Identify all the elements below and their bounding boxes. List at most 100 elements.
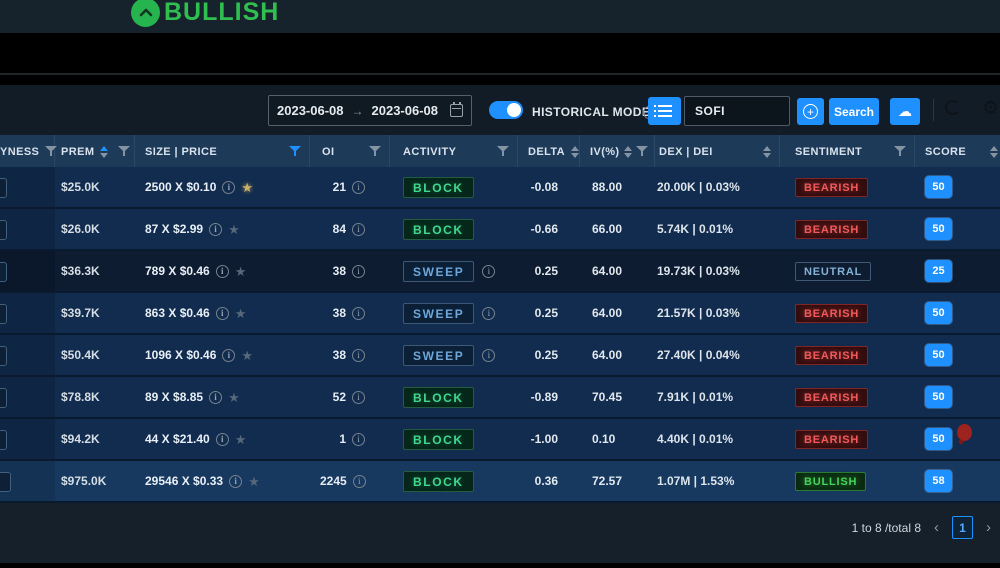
info-icon[interactable] [352, 432, 365, 446]
info-icon[interactable] [215, 432, 229, 446]
column-header-score[interactable]: SCORE [915, 135, 1000, 167]
info-icon[interactable] [209, 390, 223, 404]
filters-toolbar: 2023-06-08 → 2023-06-08 HISTORICAL MODE … [0, 85, 1000, 135]
table-row[interactable]: $78.8K 89 X $8.85★ 52 BLOCK -0.89 70.45 … [0, 377, 1000, 419]
info-icon[interactable] [229, 474, 243, 488]
column-header-dex-dei[interactable]: DEX | DEI [655, 135, 780, 167]
cloud-download-button[interactable]: ☁ [890, 98, 920, 125]
oi-value: 52 [332, 390, 346, 404]
ticker-search-input[interactable] [684, 96, 790, 126]
info-icon[interactable] [352, 474, 366, 488]
date-from[interactable]: 2023-06-08 [277, 103, 344, 118]
table-row[interactable]: $25.0K 2500 X $0.10 ★ 21 BLOCK -0.08 88.0… [0, 167, 1000, 209]
sentiment-badge: NEUTRAL [795, 261, 872, 281]
moneyness-cell [0, 461, 55, 501]
delta-value: 0.25 [534, 306, 558, 320]
info-icon[interactable] [352, 180, 365, 194]
filter-icon[interactable] [894, 146, 906, 157]
star-icon[interactable]: ★ [234, 305, 247, 321]
calendar-icon[interactable] [450, 102, 463, 117]
column-header-delta[interactable]: DELTA [518, 135, 580, 167]
oi-value: 38 [332, 348, 346, 362]
dex-dei-value: 20.00K | 0.03% [657, 180, 740, 194]
historical-mode-toggle[interactable] [489, 101, 523, 119]
column-header-iv[interactable]: IV(%) [580, 135, 655, 167]
add-ticker-button[interactable]: + [797, 98, 824, 125]
filter-icon-active[interactable] [289, 146, 301, 157]
search-button[interactable]: Search [829, 98, 879, 125]
chevron-left-icon[interactable]: ‹ [934, 519, 939, 536]
column-header-prem[interactable]: PREM [55, 135, 135, 167]
balloon-icon [956, 423, 973, 443]
info-icon[interactable] [352, 306, 365, 320]
info-icon[interactable] [215, 264, 229, 278]
size-price-value: 89 X $8.85 [145, 390, 204, 404]
table-row[interactable]: $39.7K 863 X $0.46★ 38 SWEEP 0.25 64.00 … [0, 293, 1000, 335]
delta-value: -0.89 [530, 390, 558, 404]
sort-icon[interactable] [763, 145, 771, 158]
star-icon[interactable]: ★ [234, 263, 247, 279]
prem-value: $26.0K [61, 222, 100, 236]
refresh-icon[interactable] [945, 100, 960, 115]
column-settings-button[interactable] [648, 97, 681, 125]
activity-badge: BLOCK [403, 386, 474, 408]
column-label: SENTIMENT [795, 145, 863, 158]
bullish-logo-icon [131, 0, 160, 27]
page-button[interactable]: 1 [952, 516, 973, 539]
delta-value: -0.66 [530, 222, 558, 236]
dex-dei-value: 27.40K | 0.04% [657, 348, 740, 362]
sort-icon[interactable] [623, 145, 632, 158]
gear-icon[interactable]: ⚙ [982, 97, 1000, 119]
table-row[interactable]: $36.3K 789 X $0.46★ 38 SWEEP 0.25 64.00 … [0, 251, 1000, 293]
sort-icon[interactable] [100, 145, 109, 158]
size-price-value: 2500 X $0.10 [145, 180, 217, 194]
date-to[interactable]: 2023-06-08 [371, 103, 439, 118]
info-icon[interactable] [482, 306, 496, 320]
info-icon[interactable] [352, 348, 365, 362]
table-row[interactable]: $975.0K 29546 X $0.33 ★ 2245 BLOCK 0.36 7… [0, 461, 1000, 503]
info-icon[interactable] [222, 348, 236, 362]
filter-icon[interactable] [45, 146, 58, 157]
filter-icon[interactable] [118, 146, 131, 157]
sentiment-badge: BEARISH [795, 219, 869, 239]
table-row[interactable]: $94.2K 44 X $21.40 ★ 1 BLOCK -1.00 0.10 4… [0, 419, 1000, 461]
info-icon[interactable] [482, 348, 496, 362]
chevron-right-icon[interactable]: › [986, 519, 991, 536]
column-header-oi[interactable]: OI [310, 135, 390, 167]
dex-dei-value: 21.57K | 0.03% [657, 306, 740, 320]
table-row[interactable]: $50.4K 1096 X $0.46 ★ 38 SWEEP 0.25 64.00… [0, 335, 1000, 377]
info-icon[interactable] [352, 390, 365, 404]
moneyness-cell [0, 419, 55, 459]
star-icon[interactable]: ★ [248, 473, 260, 489]
sort-icon[interactable] [571, 145, 580, 158]
column-header-sentiment[interactable]: SENTIMENT [780, 135, 915, 167]
sentiment-badge: BEARISH [795, 303, 869, 323]
info-icon[interactable] [482, 264, 496, 278]
info-icon[interactable] [352, 222, 365, 236]
star-icon[interactable]: ★ [234, 431, 247, 447]
star-icon[interactable]: ★ [228, 221, 240, 237]
info-icon[interactable] [215, 306, 229, 320]
brand-logo: BULLISH [131, 0, 279, 27]
column-header-moneyness[interactable]: YNESS [0, 135, 58, 167]
column-header-activity[interactable]: ACTIVITY [390, 135, 518, 167]
moneyness-badge [0, 262, 7, 282]
historical-mode-label: HISTORICAL MODE [532, 105, 651, 119]
star-icon[interactable]: ★ [228, 389, 240, 405]
column-label: DEX | DEI [659, 145, 713, 158]
info-icon[interactable] [222, 180, 236, 194]
date-range-picker[interactable]: 2023-06-08 → 2023-06-08 [268, 95, 472, 126]
table-row[interactable]: $26.0K 87 X $2.99★ 84 BLOCK -0.66 66.00 … [0, 209, 1000, 251]
sentiment-badge: BEARISH [795, 345, 869, 365]
star-icon[interactable]: ★ [241, 347, 254, 363]
info-icon[interactable] [209, 222, 223, 236]
column-header-size-price[interactable]: SIZE | PRICE [135, 135, 310, 167]
star-icon[interactable]: ★ [241, 179, 254, 195]
filter-icon[interactable] [635, 146, 648, 157]
filter-icon[interactable] [369, 146, 381, 157]
sort-icon[interactable] [990, 145, 998, 158]
filter-icon[interactable] [497, 146, 509, 157]
info-icon[interactable] [352, 264, 365, 278]
pagination: 1 to 8 /total 8 ‹ 1 › [852, 516, 992, 539]
table-footer: 1 to 8 /total 8 ‹ 1 › [0, 503, 1000, 568]
